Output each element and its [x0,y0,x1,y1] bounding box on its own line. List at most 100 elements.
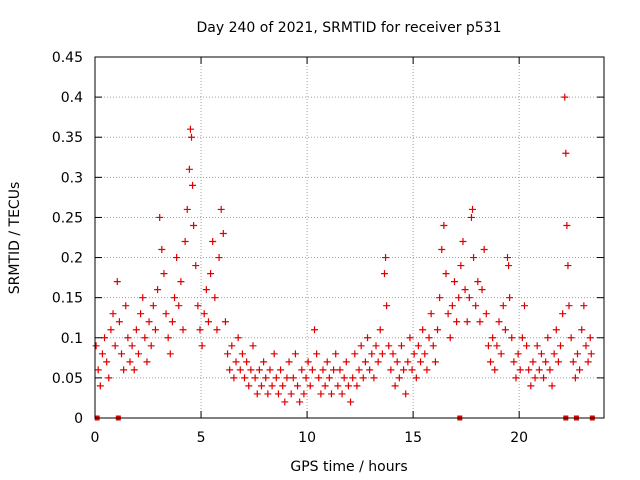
data-point [497,350,505,358]
data-point [334,382,342,390]
data-point [518,334,526,342]
data-point [277,366,285,374]
data-point [211,294,219,302]
data-point [164,334,172,342]
data-point [406,334,414,342]
data-point [115,318,123,326]
data-point [580,302,588,310]
data-point [489,334,497,342]
data-point [372,342,380,350]
data-point [564,262,572,270]
data-point [366,366,374,374]
data-point [467,213,475,221]
data-point [143,358,151,366]
data-point [537,350,545,358]
data-point [128,342,136,350]
data-point [291,350,299,358]
data-point [514,350,522,358]
x-axis-label: GPS time / hours [290,459,407,475]
data-point [359,374,367,382]
data-point [357,342,365,350]
data-point [463,318,471,326]
data-point [380,270,388,278]
x-tick-label: 10 [298,430,316,446]
data-point [393,358,401,366]
data-point [525,366,533,374]
data-point [224,350,232,358]
data-point [151,326,159,334]
data-point [107,326,115,334]
data-point [531,374,539,382]
data-point [304,358,312,366]
data-point [249,342,257,350]
data-point [410,350,418,358]
y-axis-ticks: 0 0.05 0.1 0.15 0.2 0.25 0.3 0.35 0.4 0.45 [52,50,604,427]
data-point [472,302,480,310]
y-tick-label: 0.4 [61,90,83,106]
data-point [130,366,138,374]
data-point [156,213,164,221]
data-point [234,334,242,342]
data-point [132,326,140,334]
data-point [332,350,340,358]
data-point [565,302,573,310]
data-point [436,294,444,302]
data-point [171,294,179,302]
x-tick-label: 15 [404,430,422,446]
data-point [425,334,433,342]
data-point [260,358,268,366]
data-point [378,350,386,358]
data-point [118,350,126,358]
data-point [302,374,310,382]
data-point [527,382,535,390]
data-point [404,358,412,366]
data-point [495,318,503,326]
data-point [94,366,102,374]
data-point [287,390,295,398]
data-point [264,390,272,398]
data-point [147,342,155,350]
data-point [262,374,270,382]
data-point [158,246,166,254]
data-point [364,334,372,342]
data-point [255,366,263,374]
data-point [190,221,198,229]
data-point [124,334,132,342]
data-point [319,366,327,374]
data-point [160,270,168,278]
data-point [122,302,130,310]
data-point [185,165,193,173]
data-point [353,382,361,390]
x-tick-label: 5 [197,430,206,446]
data-point [226,366,234,374]
y-tick-label: 0.15 [52,291,83,307]
data-point [559,310,567,318]
data-point [448,302,456,310]
data-point [183,205,191,213]
x-axis-ticks: 0 5 10 15 20 [91,57,528,446]
data-point [245,382,253,390]
data-point [344,382,352,390]
data-point [215,254,223,262]
data-point [336,366,344,374]
data-point [376,326,384,334]
data-point [173,254,181,262]
y-tick-label: 0.05 [52,371,83,387]
data-point [308,366,316,374]
data-point [482,310,490,318]
data-point [198,342,206,350]
y-axis-label: SRMTID / TECUs [7,182,23,295]
data-point [465,294,473,302]
data-point [567,334,575,342]
data-point [419,326,427,334]
data-point [168,318,176,326]
data-point [391,382,399,390]
data-point [508,334,516,342]
plot-frame [94,56,605,419]
data-point [186,125,194,133]
data-point [469,205,477,213]
data-point [382,254,390,262]
data-point [232,358,240,366]
data-point [476,318,484,326]
data-point [361,358,369,366]
